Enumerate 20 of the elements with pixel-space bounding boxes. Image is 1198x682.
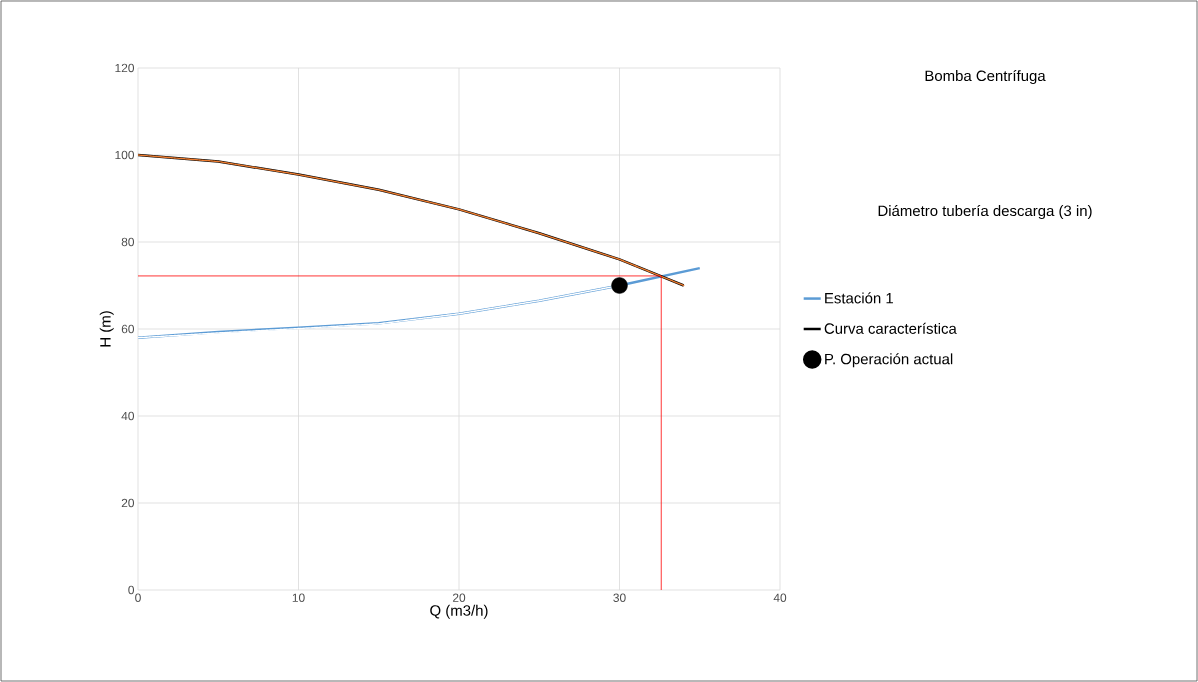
legend-label: Curva característica [824, 322, 957, 334]
line-series [138, 266, 701, 339]
legend-label: P. Operación actual [825, 353, 953, 368]
text: Bomba Centrífuga [925, 69, 1046, 85]
x-tick-label: 30 [613, 593, 626, 602]
y-tick-label: 100 [115, 150, 135, 160]
x-tick-label: 40 [773, 593, 787, 602]
y-axis-title: H (m) [99, 311, 114, 347]
x-axis-title: Q (m3/h) [430, 604, 488, 619]
y-tick-label: 40 [121, 411, 135, 421]
x-tick-label: 10 [292, 593, 305, 602]
y-tick-label: 120 [115, 63, 135, 73]
text: Diámetro tubería descarga (3 in) [878, 204, 1092, 220]
x-tick-label: 0 [135, 593, 141, 602]
x-tick-label: 20 [452, 593, 466, 602]
y-tick-label: 80 [121, 237, 135, 247]
legend-label: Estación 1 [825, 292, 893, 304]
y-tick-label: 20 [121, 498, 135, 508]
y-tick-label: 60 [121, 324, 135, 334]
y-tick-label: 0 [128, 585, 135, 595]
